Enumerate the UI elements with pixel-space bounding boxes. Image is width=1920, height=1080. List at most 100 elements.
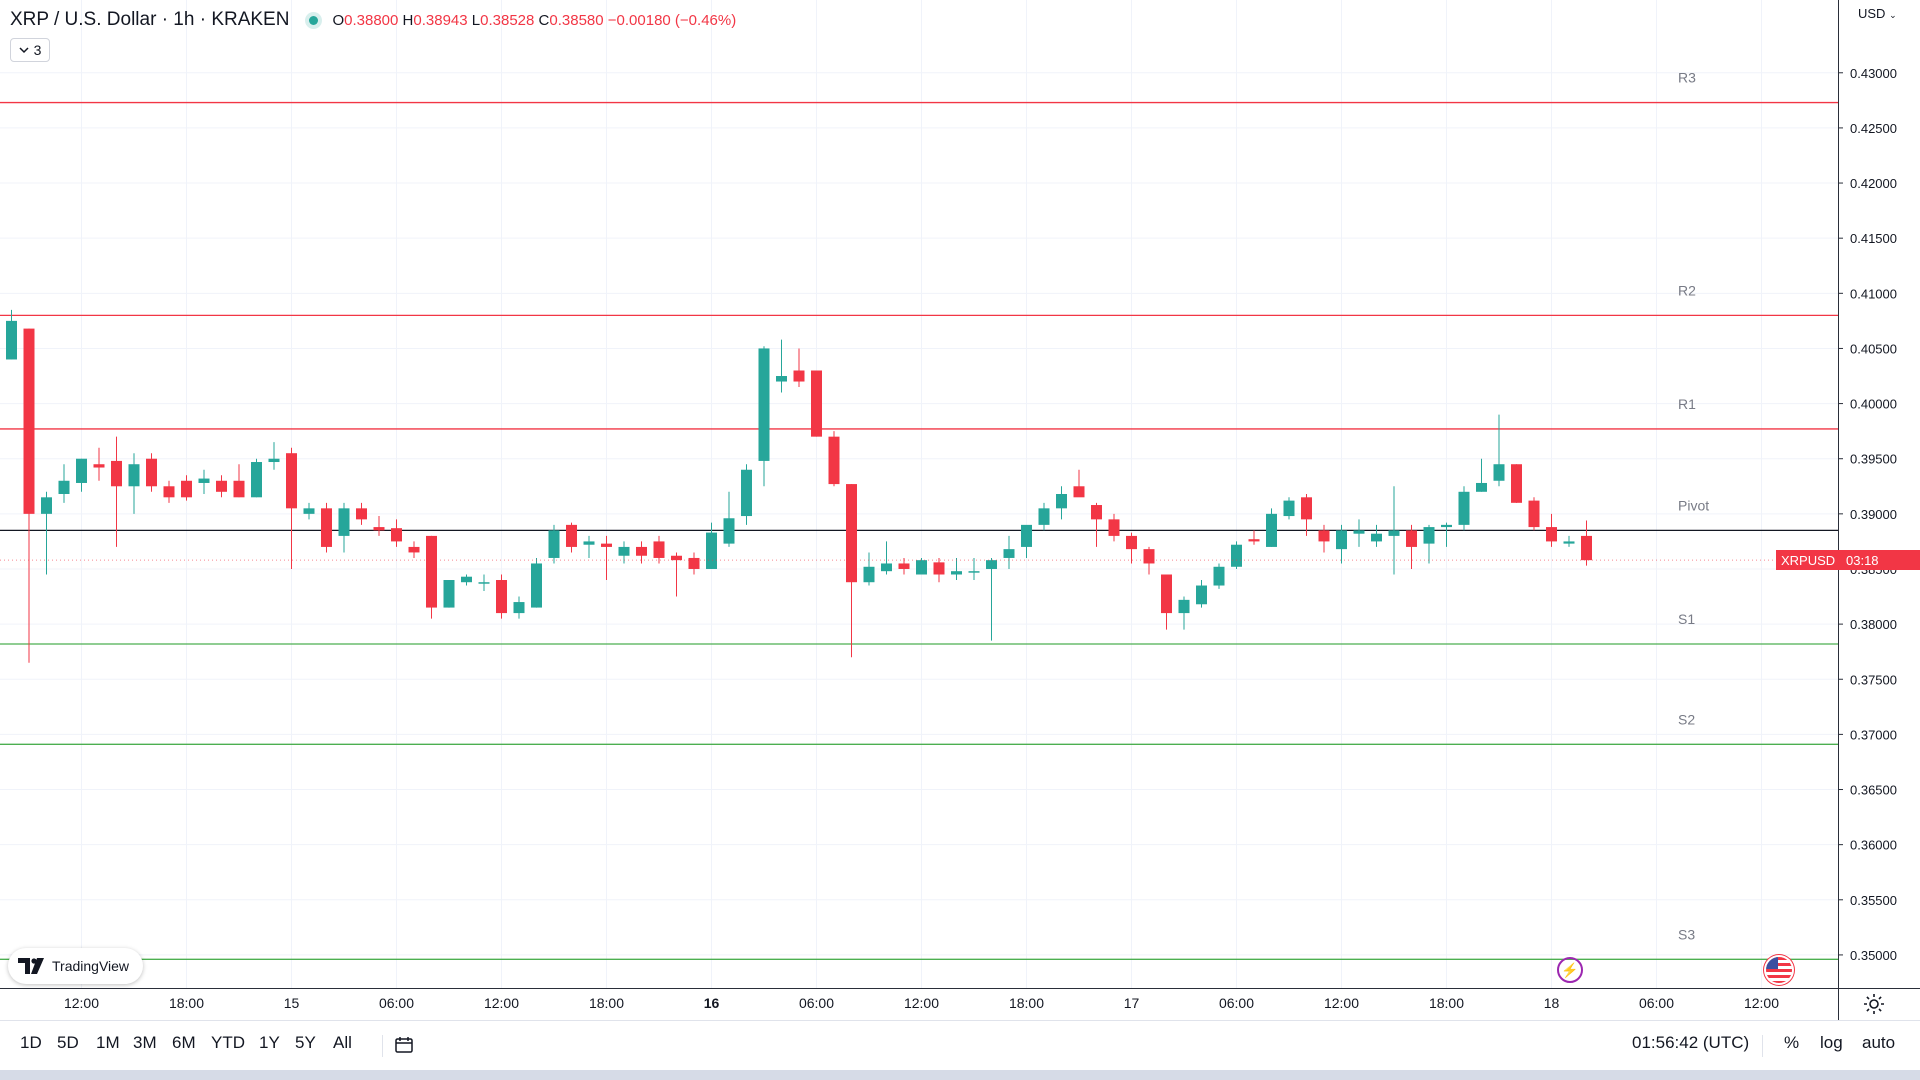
candle-body: [1213, 566, 1225, 586]
candle-body: [1073, 486, 1085, 498]
candle-body: [1406, 530, 1417, 547]
indicator-count: 3: [33, 42, 42, 58]
settings-gear-icon[interactable]: [1862, 992, 1886, 1016]
candle-body: [1476, 482, 1487, 492]
lightning-icon[interactable]: ⚡: [1557, 957, 1583, 983]
percent-scale-button[interactable]: %: [1784, 1033, 1800, 1052]
x-tick-label: 12:00: [904, 995, 939, 1011]
range-6m-button[interactable]: 6M: [172, 1033, 196, 1052]
candle-body: [618, 546, 630, 556]
candle-body: [601, 543, 612, 547]
utc-clock[interactable]: 01:56:42 (UTC): [1632, 1033, 1750, 1052]
candle-body: [566, 524, 577, 547]
us-flag-icon[interactable]: [1766, 957, 1792, 983]
range-all-button[interactable]: All: [333, 1033, 352, 1052]
y-tick-label: 0.40000: [1850, 397, 1897, 412]
candle-body: [76, 458, 87, 483]
range-3m-button[interactable]: 3M: [133, 1033, 157, 1052]
candle-body: [268, 458, 280, 463]
candle-body: [1231, 544, 1242, 567]
y-tick-label: 0.41500: [1850, 231, 1897, 246]
x-tick-label: 18:00: [589, 995, 624, 1011]
candle-body: [23, 328, 35, 514]
range-1m-button[interactable]: 1M: [96, 1033, 120, 1052]
bar-countdown: 03:18: [1846, 552, 1879, 568]
x-tick-label: 12:00: [484, 995, 519, 1011]
candle-body: [1056, 494, 1067, 509]
candle-body: [706, 532, 717, 569]
y-tick-label: 0.40500: [1850, 341, 1897, 356]
close-label: C: [538, 11, 550, 29]
candle-body: [233, 480, 245, 498]
candle-body: [1563, 541, 1575, 544]
level-label-r3: R3: [1678, 70, 1696, 86]
y-tick-label: 0.41000: [1850, 286, 1897, 301]
candle-body: [1511, 464, 1522, 503]
candle-body: [181, 480, 192, 498]
candle-body: [828, 436, 840, 485]
currency-selector[interactable]: USD ⌄: [1858, 6, 1897, 21]
candle-body: [636, 546, 647, 556]
candle-body: [478, 582, 490, 584]
candle-body: [1423, 527, 1435, 544]
y-tick-label: 0.39500: [1850, 452, 1897, 467]
candle-body: [1336, 530, 1347, 550]
last-price-tag: 03:18: [1840, 550, 1920, 571]
candle-body: [1283, 500, 1295, 517]
candle-body: [321, 508, 332, 547]
auto-scale-button[interactable]: auto: [1862, 1033, 1896, 1052]
candle-body: [1126, 535, 1137, 550]
candle-body: [111, 460, 122, 487]
candle-body: [408, 546, 420, 553]
candle-body: [6, 320, 17, 360]
candle-body: [1441, 524, 1452, 528]
candle-body: [1196, 585, 1207, 605]
candle-body: [1371, 533, 1382, 542]
candle-body: [1021, 524, 1032, 547]
go-to-date-icon[interactable]: [394, 1035, 414, 1055]
ohlc-values: O0.38800 H0.38943 L0.38528 C0.38580 −0.0…: [332, 12, 736, 29]
candle-body: [986, 560, 997, 569]
level-label-s2: S2: [1678, 711, 1695, 727]
candle-body: [286, 453, 297, 509]
candle-body: [793, 370, 805, 382]
candle-body: [41, 497, 52, 514]
open-label: O: [332, 11, 345, 29]
symbol-title[interactable]: XRP / U.S. Dollar · 1h · KRAKEN: [10, 9, 290, 30]
candle-body: [1266, 513, 1277, 547]
range-1y-button[interactable]: 1Y: [259, 1033, 280, 1052]
change-value: −0.00180 (−0.46%): [607, 11, 737, 29]
candle-body: [531, 563, 542, 608]
range-5y-button[interactable]: 5Y: [295, 1033, 316, 1052]
candle-body: [303, 508, 315, 514]
candle-body: [933, 562, 945, 575]
indicators-toggle-button[interactable]: 3: [10, 38, 50, 62]
range-ytd-button[interactable]: YTD: [211, 1033, 245, 1052]
y-tick-label: 0.36500: [1850, 783, 1897, 798]
y-tick-label: 0.42000: [1850, 176, 1897, 191]
y-tick-label: 0.43000: [1850, 66, 1897, 81]
candle-body: [1318, 530, 1330, 542]
x-tick-label: 18: [1544, 995, 1560, 1011]
y-tick-label: 0.35000: [1850, 948, 1897, 963]
x-tick-label: 17: [1124, 995, 1140, 1011]
market-status-icon[interactable]: [309, 15, 319, 25]
candle-body: [898, 563, 910, 569]
candle-body: [846, 484, 857, 583]
log-scale-button[interactable]: log: [1820, 1033, 1843, 1052]
candle-body: [1038, 508, 1050, 525]
high-label: H: [402, 11, 414, 29]
candle-body: [811, 370, 822, 437]
tradingview-badge[interactable]: TradingView: [8, 948, 144, 984]
candle-body: [163, 486, 175, 498]
candle-body: [1178, 599, 1190, 614]
candle-body: [776, 376, 787, 382]
y-tick-label: 0.39000: [1850, 507, 1897, 522]
candle-body: [251, 462, 262, 498]
candle-body: [93, 464, 105, 468]
y-tick-label: 0.36000: [1850, 838, 1897, 853]
range-5d-button[interactable]: 5D: [57, 1033, 79, 1052]
y-tick-label: 0.38000: [1850, 617, 1897, 632]
range-1d-button[interactable]: 1D: [20, 1033, 42, 1052]
